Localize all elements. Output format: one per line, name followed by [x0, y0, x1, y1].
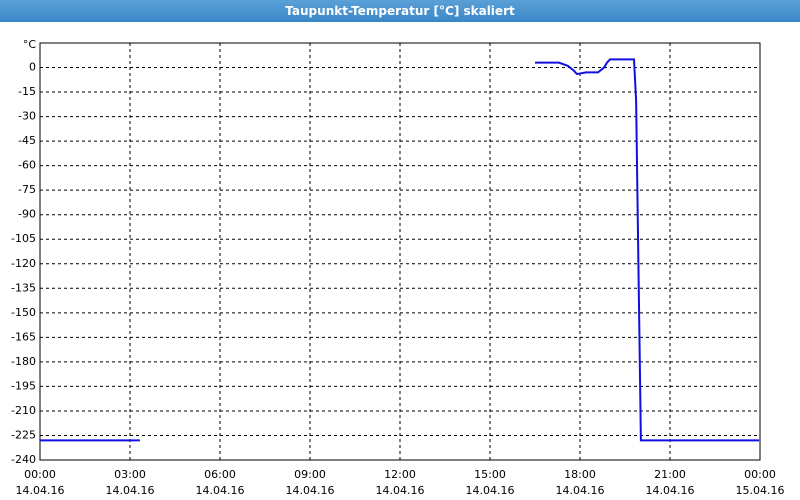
- plot-border: [39, 42, 761, 461]
- x-tick-label: 00:00: [24, 468, 56, 481]
- x-tick-label: 15:00: [474, 468, 506, 481]
- y-tick-label: -30: [18, 110, 36, 123]
- x-tick-label: 21:00: [654, 468, 686, 481]
- y-tick-label: -180: [11, 355, 36, 368]
- x-tick-label: 12:00: [384, 468, 416, 481]
- x-tick-date: 14.04.16: [16, 484, 65, 497]
- y-tick-label: -120: [11, 257, 36, 270]
- y-tick-label: -195: [11, 379, 36, 392]
- y-tick-label: -90: [18, 208, 36, 221]
- x-tick-date: 14.04.16: [646, 484, 695, 497]
- y-tick-label: -45: [18, 134, 36, 147]
- x-tick-date: 14.04.16: [376, 484, 425, 497]
- x-tick-date: 14.04.16: [196, 484, 245, 497]
- x-tick-date: 14.04.16: [286, 484, 335, 497]
- y-tick-label: -210: [11, 404, 36, 417]
- x-tick-date: 14.04.16: [466, 484, 515, 497]
- chart: °C 0 -15 -30 -45 -60 -75 -90 -105 -120 -135 -150 -16…: [11, 38, 785, 497]
- y-tick-label: -105: [11, 232, 36, 245]
- y-tick-label: -150: [11, 306, 36, 319]
- y-tick-label: -75: [18, 183, 36, 196]
- x-tick-label: 18:00: [564, 468, 596, 481]
- y-tick-label: -225: [11, 428, 36, 441]
- y-tick-label: -60: [18, 159, 36, 172]
- x-tick-label: 03:00: [114, 468, 146, 481]
- y-tick-label: -135: [11, 281, 36, 294]
- x-tick-label: 06:00: [204, 468, 236, 481]
- x-tick-label: 09:00: [294, 468, 326, 481]
- y-tick-label: -15: [18, 85, 36, 98]
- x-tick-date: 15.04.16: [736, 484, 785, 497]
- data-line: [40, 58, 760, 442]
- chart-title: Taupunkt-Temperatur [°C] skaliert: [285, 4, 515, 18]
- x-tick-date: 14.04.16: [106, 484, 155, 497]
- x-tick-date: 14.04.16: [556, 484, 605, 497]
- y-tick-label: -240: [11, 453, 36, 466]
- x-tick-label: 00:00: [744, 468, 776, 481]
- y-tick-label: 0: [29, 61, 36, 74]
- y-tick-label: -165: [11, 330, 36, 343]
- title-bar: Taupunkt-Temperatur [°C] skaliert: [0, 0, 800, 22]
- y-unit: °C: [23, 38, 37, 51]
